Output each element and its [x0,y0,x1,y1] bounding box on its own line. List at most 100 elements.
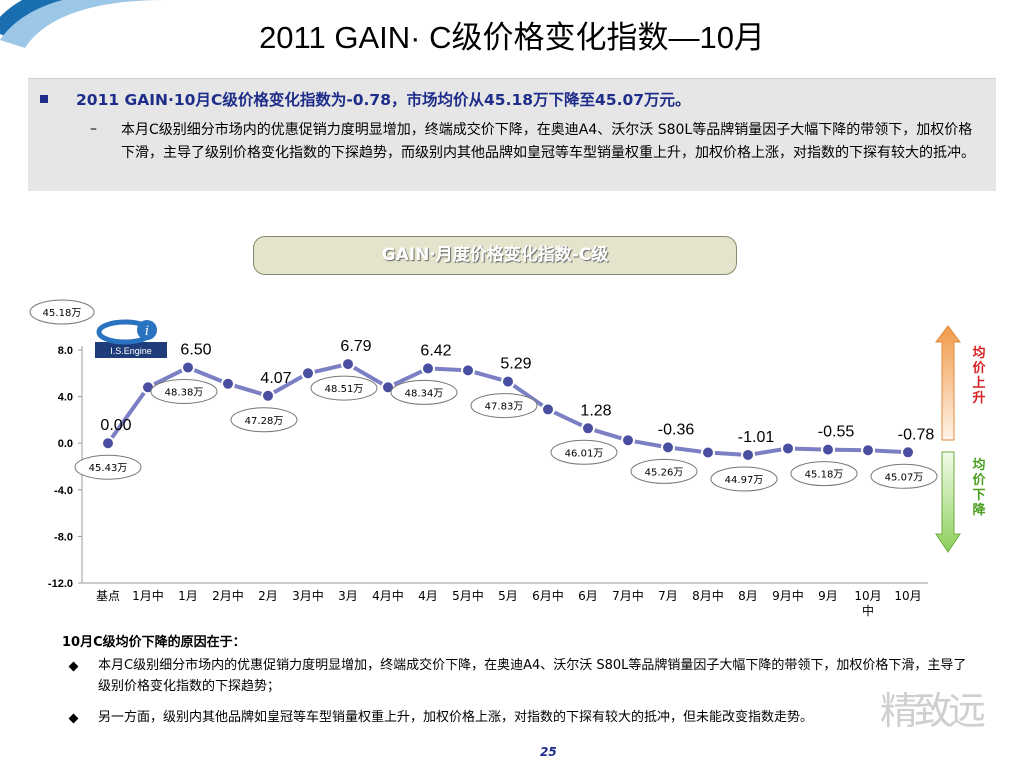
x-tick-label: 3月中 [292,588,324,603]
price-callout-label: 47.83万 [485,402,524,413]
price-callout-label: 45.26万 [645,467,684,478]
data-label: 6.42 [420,342,451,359]
svg-text:i: i [145,324,149,339]
x-tick-label: 1月 [178,589,198,603]
data-label: 6.50 [180,341,211,358]
dash-bullet-icon: – [90,121,97,137]
x-tick-label: 2月 [258,589,278,603]
x-tick-label-cont: 中 [862,603,874,618]
price-callout-label: 48.51万 [325,384,364,395]
data-point [621,433,635,448]
data-point [261,388,275,403]
x-tick-label: 8月中 [692,588,724,603]
data-point [581,421,595,436]
price-callout-label: 45.07万 [885,472,924,483]
data-label: -0.36 [658,421,695,438]
data-point [221,376,235,391]
price-callout-label: 48.38万 [165,387,204,398]
x-tick-label: 10月 [854,589,881,603]
data-point [541,402,555,417]
data-label: 0.00 [100,417,131,434]
x-tick-label: 基点 [96,589,120,603]
price-up-label: 均价上升 [972,346,986,406]
y-tick-label: -12.0 [48,578,73,590]
price-callout-bubble [870,463,938,489]
reason-item-2: 另一方面，级别内其他品牌如皇冠等车型销量权重上升，加权价格上涨，对指数的下探有较… [98,710,814,725]
data-point [301,366,315,381]
x-tick-label: 5月 [498,589,518,603]
summary-detail: 本月C级别细分市场内的优惠促销力度明显增加，终端成交价下降，在奥迪A4、沃尔沃 … [121,122,975,161]
x-tick-label: 4月中 [372,588,404,603]
price-callout-bubble [310,375,378,401]
x-tick-label: 8月 [738,589,758,603]
page-title: 2011 GAIN· C级价格变化指数—10月 [259,20,765,55]
y-tick-label: -4.0 [54,485,73,497]
x-tick-label: 7月 [658,589,678,603]
data-point [341,357,355,372]
x-tick-label: 5月中 [452,588,484,603]
y-tick-label: -8.0 [54,531,73,543]
reason-item-1: 本月C级别细分市场内的优惠促销力度明显增加，终端成交价下降，在奥迪A4、沃尔沃 … [98,658,967,694]
price-callout-label: 44.97万 [725,475,764,486]
chart-title: GAIN·月度价格变化指数-C级 [253,236,737,275]
data-point [421,361,435,376]
price-callout-label: 46.01万 [565,448,604,459]
reasons-title: 10月C级均价下降的原因在于： [62,635,246,650]
is-engine-logo-icon: i I.S.Engine [95,319,167,358]
x-tick-label: 6月中 [532,588,564,603]
x-tick-label: 2月中 [212,588,244,603]
price-callout-label: 48.34万 [405,388,444,399]
y-tick-label: 8.0 [58,345,73,357]
data-point [781,441,795,456]
start-price-callout-label: 45.18万 [43,308,82,319]
summary-headline: 2011 GAIN·10月C级价格变化指数为-0.78，市场均价从45.18万下… [76,91,691,109]
data-label: 5.29 [500,356,531,373]
x-tick-label: 6月 [578,589,598,603]
price-callout-bubble [470,393,538,419]
price-callout-bubble [550,439,618,465]
y-tick-label: 0.0 [58,438,73,450]
data-point [101,436,115,451]
price-callout-bubble [710,466,778,492]
data-point [821,442,835,457]
data-point [181,360,195,375]
data-point [701,445,715,460]
price-callout-bubble [790,461,858,487]
price-callout-bubble [630,458,698,484]
y-tick-label: 4.0 [58,392,73,404]
line-chart: 8.0 4.0 0.0 -4.0 -8.0 -12.0 基点 1月中 1月 2月中 2月 3月中 3月… [29,299,961,618]
watermark-logo: 精致远 [880,689,986,733]
page-number: 25 [540,745,557,759]
data-point [861,443,875,458]
data-label: 4.07 [260,370,291,387]
x-tick-label: 4月 [418,589,438,603]
data-point [661,440,675,455]
data-label: -0.78 [898,426,935,443]
diamond-bullet-icon [68,713,79,724]
square-bullet-icon [40,95,48,103]
data-point [741,447,755,462]
price-down-arrow-icon [935,451,961,553]
logo-text: I.S.Engine [110,346,152,356]
summary-box: 2011 GAIN·10月C级价格变化指数为-0.78，市场均价从45.18万下… [28,78,996,191]
x-tick-label: 7月中 [612,588,644,603]
price-callout-bubble [74,454,142,480]
data-point [501,374,515,389]
start-price-callout-bubble [29,299,95,325]
x-tick-label: 3月 [338,589,358,603]
price-up-arrow-icon [935,325,961,441]
price-callout-label: 45.43万 [89,463,128,474]
price-callout-label: 45.18万 [805,470,844,481]
diamond-bullet-icon [68,661,79,672]
data-point [461,363,475,378]
x-tick-label: 1月中 [132,588,164,603]
data-label: -1.01 [738,429,775,446]
data-label: 1.28 [580,402,611,419]
data-point [901,445,915,460]
price-callout-bubble [390,379,458,405]
price-down-label: 均价下降 [972,458,986,518]
x-tick-label: 9月 [818,589,838,603]
price-callout-label: 47.28万 [245,416,284,427]
data-label: -0.55 [818,424,855,441]
swoosh-logo-icon [0,0,165,48]
